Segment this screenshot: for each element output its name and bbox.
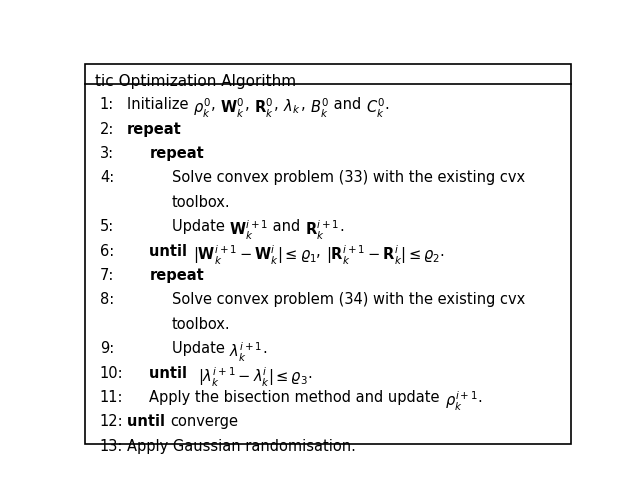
Text: repeat: repeat: [150, 268, 204, 283]
Text: 8:: 8:: [100, 292, 114, 307]
Text: 2:: 2:: [100, 122, 114, 136]
Text: $C_k^0$: $C_k^0$: [365, 97, 385, 120]
Text: Update: Update: [172, 219, 229, 234]
Text: .: .: [385, 97, 390, 112]
Text: 7:: 7:: [100, 268, 114, 283]
Text: 10:: 10:: [100, 366, 124, 381]
Text: 3:: 3:: [100, 146, 114, 161]
Text: ,: ,: [245, 97, 254, 112]
Text: converge: converge: [170, 414, 238, 430]
Text: 12:: 12:: [100, 414, 124, 430]
Text: repeat: repeat: [127, 122, 182, 136]
Text: Apply Gaussian randomisation.: Apply Gaussian randomisation.: [127, 439, 356, 454]
Text: 5:: 5:: [100, 219, 114, 234]
Text: and: and: [268, 219, 305, 234]
Text: $|\mathbf{W}_k^{i+1} - \mathbf{W}_k^{i}| \leq \varrho_1$: $|\mathbf{W}_k^{i+1} - \mathbf{W}_k^{i}|…: [193, 243, 316, 267]
Text: $\mathbf{R}_k^0$: $\mathbf{R}_k^0$: [254, 97, 274, 120]
Text: $\lambda_k^{i+1}$: $\lambda_k^{i+1}$: [229, 341, 262, 364]
Text: until: until: [150, 366, 198, 381]
Text: 11:: 11:: [100, 390, 124, 405]
Text: until: until: [127, 414, 170, 430]
Text: .: .: [262, 341, 268, 356]
Text: $\mathbf{W}_k^{i+1}$: $\mathbf{W}_k^{i+1}$: [229, 219, 268, 242]
Text: $|\lambda_k^{i+1} - \lambda_k^{i}| \leq \varrho_3$: $|\lambda_k^{i+1} - \lambda_k^{i}| \leq …: [198, 366, 308, 389]
Text: .: .: [477, 390, 483, 405]
Text: $\rho_k^0$: $\rho_k^0$: [193, 97, 211, 120]
Text: Solve convex problem (34) with the existing cvx: Solve convex problem (34) with the exist…: [172, 292, 525, 307]
Text: $\rho_k^{i+1}$: $\rho_k^{i+1}$: [445, 390, 477, 413]
Text: toolbox.: toolbox.: [172, 317, 230, 332]
Text: Solve convex problem (33) with the existing cvx: Solve convex problem (33) with the exist…: [172, 171, 525, 186]
Text: $B_k^0$: $B_k^0$: [310, 97, 329, 120]
Text: ,: ,: [274, 97, 283, 112]
Text: $\lambda_k$: $\lambda_k$: [283, 97, 301, 116]
Text: and: and: [329, 97, 365, 112]
Text: until: until: [150, 243, 193, 259]
Text: .: .: [308, 366, 312, 381]
FancyBboxPatch shape: [85, 64, 571, 444]
Text: $|\mathbf{R}_k^{i+1} - \mathbf{R}_k^{i}| \leq \varrho_2$: $|\mathbf{R}_k^{i+1} - \mathbf{R}_k^{i}|…: [326, 243, 440, 267]
Text: 6:: 6:: [100, 243, 114, 259]
Text: toolbox.: toolbox.: [172, 195, 230, 210]
Text: ,: ,: [211, 97, 220, 112]
Text: Apply the bisection method and update: Apply the bisection method and update: [150, 390, 445, 405]
Text: Update: Update: [172, 341, 229, 356]
Text: 1:: 1:: [100, 97, 114, 112]
Text: repeat: repeat: [150, 146, 204, 161]
Text: $\mathbf{W}_k^0$: $\mathbf{W}_k^0$: [220, 97, 245, 120]
Text: tic Optimization Algorithm: tic Optimization Algorithm: [95, 74, 296, 89]
Text: 13:: 13:: [100, 439, 124, 454]
Text: $\mathbf{R}_k^{i+1}$: $\mathbf{R}_k^{i+1}$: [305, 219, 340, 242]
Text: ,: ,: [316, 243, 326, 259]
Text: Initialize: Initialize: [127, 97, 193, 112]
Text: ,: ,: [301, 97, 310, 112]
Text: 9:: 9:: [100, 341, 114, 356]
Text: 4:: 4:: [100, 171, 114, 186]
Text: .: .: [440, 243, 444, 259]
Text: .: .: [340, 219, 344, 234]
